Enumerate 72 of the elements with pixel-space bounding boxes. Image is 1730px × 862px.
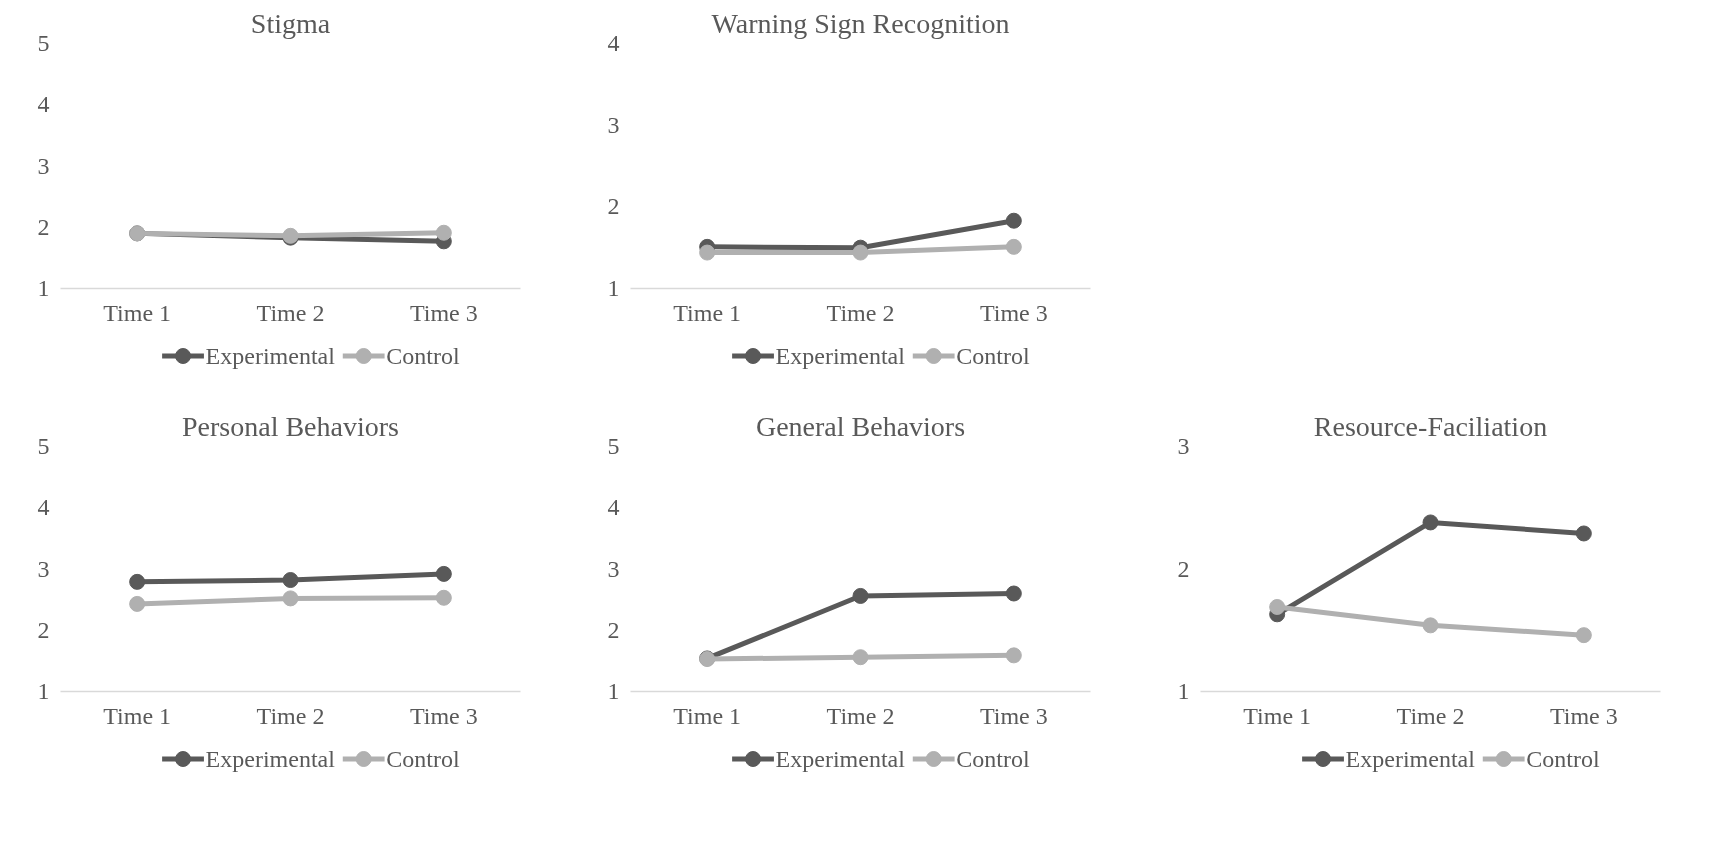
y-tick-label: 4 <box>37 494 50 521</box>
point <box>1575 627 1592 644</box>
y-tick-label: 1 <box>607 678 620 704</box>
x-tick-label: Time 2 <box>826 702 895 729</box>
y-tick-label: 1 <box>37 678 50 704</box>
point <box>1269 598 1286 615</box>
point <box>435 224 452 241</box>
y-tick-label: 5 <box>37 30 50 56</box>
point <box>1422 514 1439 531</box>
point <box>852 587 869 604</box>
legend-label: Experimental <box>775 343 906 369</box>
point <box>435 589 452 606</box>
x-tick-label: Time 3 <box>409 299 478 326</box>
point <box>282 590 299 607</box>
x-tick-label: Time 3 <box>409 702 478 729</box>
x-tick-label: Time 2 <box>826 299 895 326</box>
legend-label: Control <box>1526 746 1600 772</box>
y-tick-label: 3 <box>607 555 620 582</box>
point <box>435 565 452 582</box>
y-tick-label: 3 <box>37 152 50 179</box>
legend-label: Experimental <box>1345 746 1476 772</box>
point <box>282 572 299 589</box>
x-tick-label: Time 1 <box>673 702 742 729</box>
x-tick-label: Time 1 <box>673 299 742 326</box>
point <box>699 244 716 261</box>
chart-title: Stigma <box>250 7 331 39</box>
point <box>1005 238 1022 255</box>
x-tick-label: Time 3 <box>979 299 1048 326</box>
y-tick-label: 3 <box>37 555 50 582</box>
y-tick-label: 1 <box>607 275 620 301</box>
x-tick-label: Time 2 <box>256 702 325 729</box>
y-tick-label: 1 <box>37 275 50 301</box>
y-tick-label: 2 <box>37 616 50 643</box>
legend-label: Experimental <box>205 343 336 369</box>
y-tick-label: 4 <box>607 494 620 521</box>
x-tick-label: Time 1 <box>103 702 172 729</box>
y-tick-label: 5 <box>607 433 620 459</box>
x-tick-label: Time 3 <box>1549 702 1618 729</box>
y-tick-label: 4 <box>607 30 620 56</box>
x-tick-label: Time 2 <box>1396 702 1465 729</box>
legend-label: Control <box>956 343 1030 369</box>
legend-label: Experimental <box>205 746 336 772</box>
y-tick-label: 2 <box>607 616 620 643</box>
point <box>852 244 869 261</box>
point <box>1005 212 1022 229</box>
point <box>1422 617 1439 634</box>
chart-title: Resource-Faciliation <box>1313 410 1548 442</box>
point <box>852 649 869 666</box>
x-tick-label: Time 2 <box>256 299 325 326</box>
y-tick-label: 3 <box>1177 433 1190 459</box>
chart-title: General Behaviors <box>755 410 966 442</box>
legend-label: Control <box>956 746 1030 772</box>
chart-title: Warning Sign Recognition <box>711 7 1010 39</box>
point <box>1575 525 1592 542</box>
y-tick-label: 2 <box>37 213 50 240</box>
point <box>129 573 146 590</box>
point <box>1005 585 1022 602</box>
point <box>1005 647 1022 664</box>
x-tick-label: Time 1 <box>1243 702 1312 729</box>
y-tick-label: 1 <box>1177 678 1190 704</box>
point <box>129 595 146 612</box>
legend-label: Control <box>386 746 460 772</box>
x-tick-label: Time 1 <box>103 299 172 326</box>
y-tick-label: 2 <box>1177 555 1190 582</box>
chart-title: Personal Behaviors <box>182 410 399 442</box>
legend-label: Experimental <box>775 746 906 772</box>
y-tick-label: 5 <box>37 433 50 459</box>
y-tick-label: 2 <box>607 193 620 220</box>
y-tick-label: 3 <box>607 111 620 138</box>
legend-label: Control <box>386 343 460 369</box>
x-tick-label: Time 3 <box>979 702 1048 729</box>
y-tick-label: 4 <box>37 91 50 118</box>
